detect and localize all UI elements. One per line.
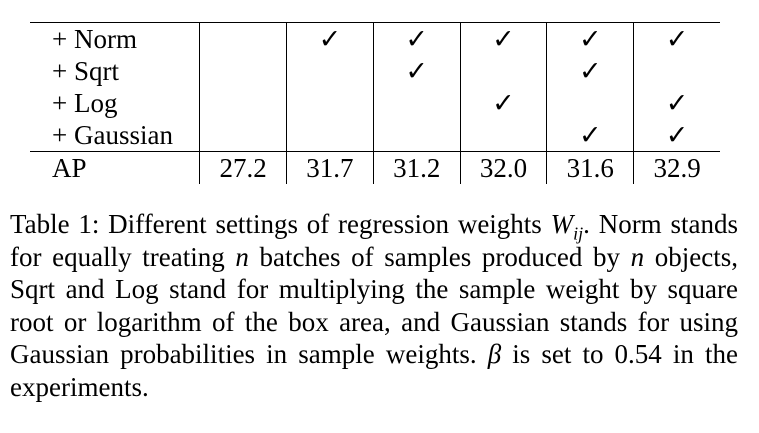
table-cell: ✓ xyxy=(546,22,634,55)
table-cell: ✓ xyxy=(546,119,634,152)
empty-cell xyxy=(372,87,461,119)
empty-cell xyxy=(199,55,287,87)
empty-cell xyxy=(286,55,374,87)
caption: Table 1: Different settings of regressio… xyxy=(10,208,738,403)
empty-cell xyxy=(199,119,287,152)
row-label: + Sqrt xyxy=(52,56,119,86)
row-label: + Log xyxy=(52,88,118,118)
table-cell: 31.7 xyxy=(286,151,374,184)
math-symbol: n xyxy=(630,241,645,272)
empty-cell xyxy=(459,119,547,152)
caption-text: objects, Sqrt and Log stand for multiply… xyxy=(10,241,738,370)
table-cell: 31.2 xyxy=(372,151,461,184)
table-row: + Sqrt ✓ ✓ xyxy=(30,55,720,87)
empty-cell xyxy=(286,119,374,152)
results-table: + Norm ✓ ✓ ✓ ✓ ✓ + Sqrt ✓ ✓ + Log ✓ ✓ + Gaussian ✓ ✓ AP… xyxy=(30,22,720,184)
table-cell: 27.2 xyxy=(199,151,287,184)
table-row: + Gaussian ✓ ✓ xyxy=(30,119,720,152)
table-row: + Norm ✓ ✓ ✓ ✓ ✓ xyxy=(30,22,720,55)
math-symbol: W xyxy=(550,209,574,239)
row-label: + Gaussian xyxy=(52,120,173,150)
math-symbol: n xyxy=(235,241,249,272)
table-cell: ✓ xyxy=(372,22,461,55)
table-cell: ✓ xyxy=(546,55,634,87)
table-cell: ✓ xyxy=(633,119,720,152)
row-label: AP xyxy=(30,151,200,184)
empty-cell xyxy=(633,55,720,87)
caption-text: . Norm stands for equally treating xyxy=(10,209,738,272)
empty-cell xyxy=(372,119,461,152)
table-cell: ✓ xyxy=(459,22,547,55)
empty-cell xyxy=(546,87,634,119)
row-label: + Norm xyxy=(52,24,137,54)
empty-cell xyxy=(199,87,287,119)
empty-cell xyxy=(199,22,287,55)
table-cell: ✓ xyxy=(633,22,720,55)
table-cell: 31.6 xyxy=(546,151,634,184)
caption-text: batches of samples produced by xyxy=(248,241,631,272)
table-cell: ✓ xyxy=(286,22,374,55)
table-cell: 32.9 xyxy=(633,151,720,184)
table-cell: ✓ xyxy=(372,55,461,87)
table-row: + Log ✓ ✓ xyxy=(30,87,720,119)
table-cell: ✓ xyxy=(633,87,720,119)
math-symbol: β xyxy=(487,339,502,369)
caption-text: Table 1: Different settings of regressio… xyxy=(10,209,551,239)
caption-text: is set to 0.54 in the experiments. xyxy=(10,339,738,402)
empty-cell xyxy=(459,55,547,87)
table-cell: ✓ xyxy=(459,87,547,119)
table-cell: 32.0 xyxy=(459,151,547,184)
table-row: AP 27.2 31.7 31.2 32.0 31.6 32.9 xyxy=(30,151,720,184)
empty-cell xyxy=(286,87,374,119)
math-subscript: ij xyxy=(573,223,584,244)
table-body: + Norm ✓ ✓ ✓ ✓ ✓ + Sqrt ✓ ✓ + Log ✓ ✓ + Gaussian ✓ ✓ AP… xyxy=(30,22,720,184)
